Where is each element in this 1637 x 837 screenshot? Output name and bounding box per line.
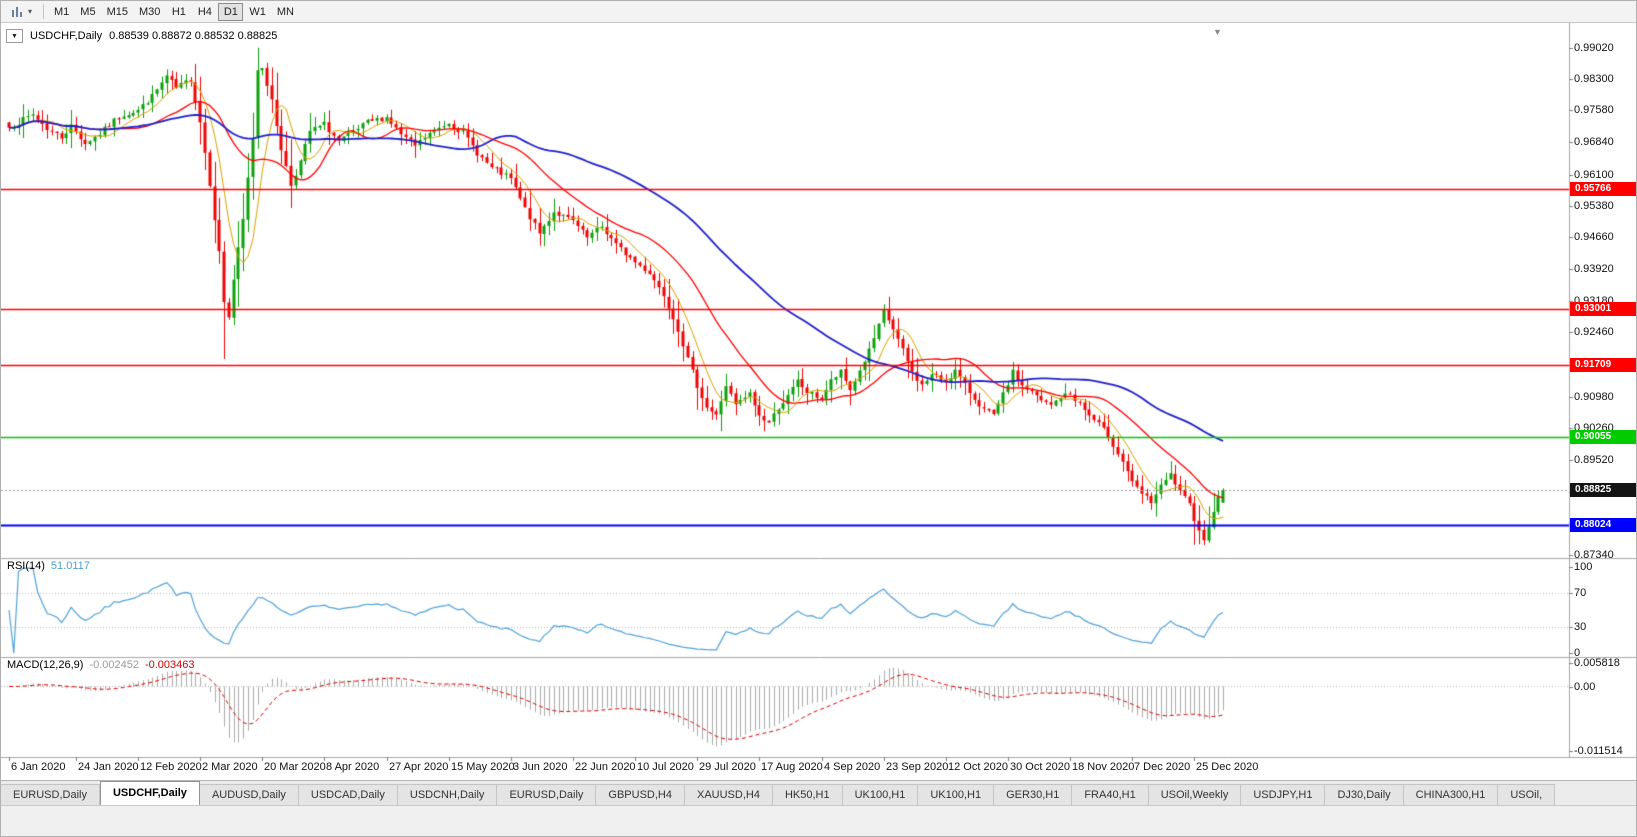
chart-tab-china300-h1-16[interactable]: CHINA300,H1 [1403, 784, 1499, 805]
chart-tab-usdjpy-h1-14[interactable]: USDJPY,H1 [1241, 784, 1326, 805]
chart-tab-xauusd-h4-7[interactable]: XAUUSD,H4 [684, 784, 773, 805]
chart-tab-fra40-h1-12[interactable]: FRA40,H1 [1072, 784, 1149, 805]
chart-tab-uk100-h1-9[interactable]: UK100,H1 [842, 784, 919, 805]
timeframe-button-m1[interactable]: M1 [54, 5, 70, 18]
chart-tab-usoil-weekly-13[interactable]: USOil,Weekly [1148, 784, 1242, 805]
timeframe-button-m30[interactable]: M30 [138, 5, 161, 18]
one-click-trading-button[interactable]: ▼ [6, 29, 23, 43]
timeframe-button-w1[interactable]: W1 [249, 5, 266, 18]
timeframe-buttons: M1 M5 M15 M30 H1 H4 D1 W1 MN [49, 2, 299, 21]
bar-chart-icon [12, 6, 22, 17]
chart-tab-usoil--17[interactable]: USOil, [1498, 784, 1556, 805]
timeframe-button-h1[interactable]: H1 [171, 5, 186, 18]
chart-tab-usdcnh-daily-4[interactable]: USDCNH,Daily [397, 784, 498, 805]
chart-tab-gbpusd-h4-6[interactable]: GBPUSD,H4 [596, 784, 685, 805]
chart-tabs: EURUSD,Daily USDCHF,Daily AUDUSD,Daily USDC… [1, 780, 1636, 805]
chart-type-button[interactable]: ▾ [5, 3, 38, 21]
toolbar-separator [43, 4, 45, 19]
toolbar: ▾ M1 M5 M15 M30 H1 H4 D1 W1 MN [1, 1, 1636, 23]
chevron-down-icon: ▾ [28, 7, 33, 16]
chart-tab-usdchf-daily-1[interactable]: USDCHF,Daily [99, 781, 200, 805]
chart-tab-audusd-daily-2[interactable]: AUDUSD,Daily [199, 784, 299, 805]
chart-tab-hk50-h1-8[interactable]: HK50,H1 [772, 784, 843, 805]
chart-window: ▼ USDCHF,Daily 0.88539 0.88872 0.88532 0… [1, 23, 1636, 780]
chart-tab-ger30-h1-11[interactable]: GER30,H1 [994, 784, 1073, 805]
chart-tab-uk100-h1-10[interactable]: UK100,H1 [918, 784, 995, 805]
timeframe-button-d1[interactable]: D1 [218, 2, 244, 21]
chart-tab-usdcad-daily-3[interactable]: USDCAD,Daily [298, 784, 398, 805]
chart-shift-marker[interactable]: ▼ [1213, 27, 1222, 37]
timeframe-button-mn[interactable]: MN [276, 5, 294, 18]
timeframe-button-m5[interactable]: M5 [80, 5, 96, 18]
price-chart-canvas[interactable] [1, 23, 1636, 780]
timeframe-button-h4[interactable]: H4 [197, 5, 212, 18]
chart-tab-eurusd-daily-5[interactable]: EURUSD,Daily [497, 784, 597, 805]
chart-tab-eurusd-daily-0[interactable]: EURUSD,Daily [1, 784, 100, 805]
chart-tab-dj30-daily-15[interactable]: DJ30,Daily [1325, 784, 1404, 805]
status-bar [1, 805, 1636, 836]
timeframe-button-m15[interactable]: M15 [106, 5, 128, 18]
chevron-down-icon: ▼ [11, 32, 18, 40]
